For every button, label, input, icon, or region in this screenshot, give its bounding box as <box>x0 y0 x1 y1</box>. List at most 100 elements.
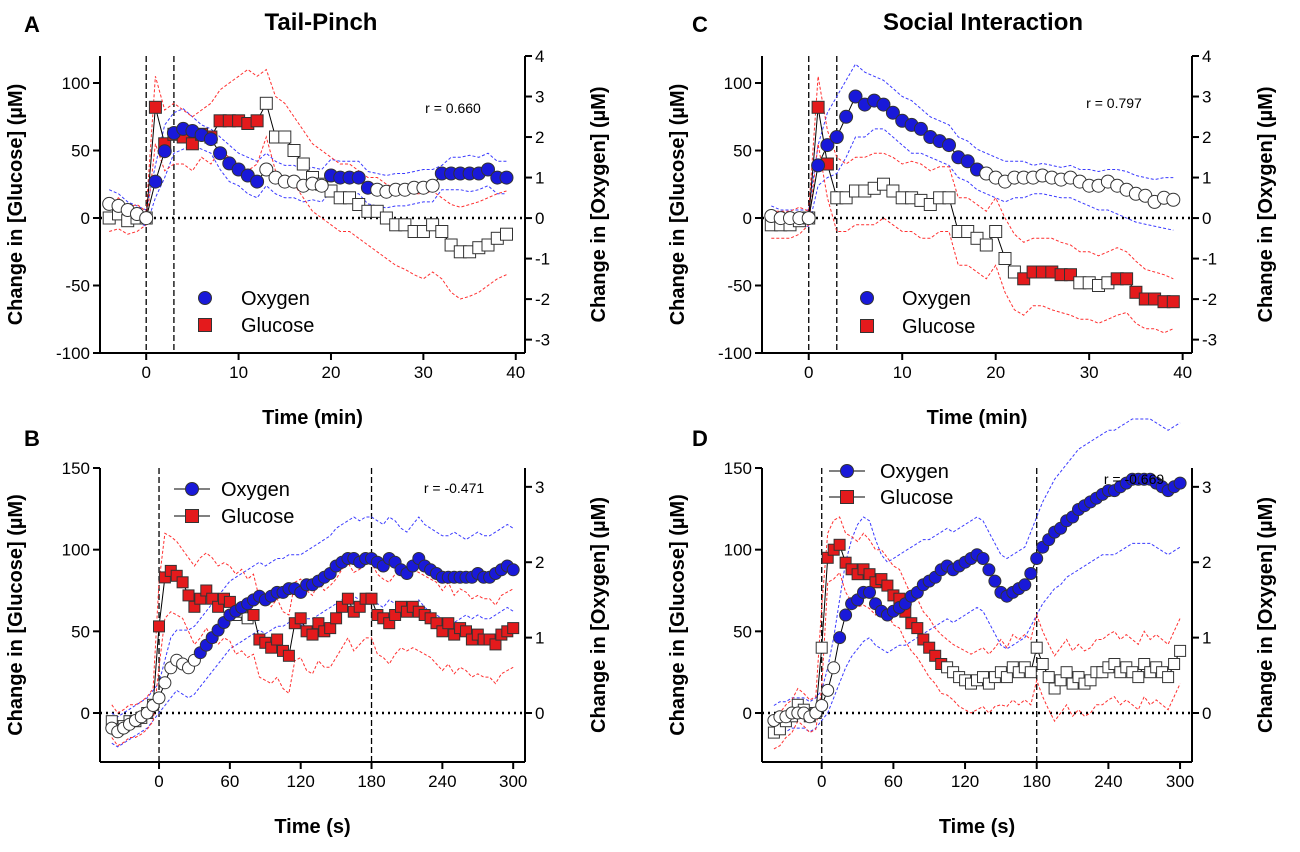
glucose-point <box>1120 272 1134 286</box>
glucose-point <box>1168 658 1181 670</box>
y-tick-label-right: -1 <box>1202 250 1217 269</box>
glucose-point <box>294 612 307 625</box>
glucose-point <box>250 114 264 128</box>
y-tick-label-right: 3 <box>535 478 544 497</box>
correlation-label: r = 0.660 <box>425 100 481 116</box>
glucose-point <box>1166 295 1180 309</box>
correlation-label: r = -0.471 <box>424 480 485 496</box>
y-tick-label-left: 50 <box>71 142 90 161</box>
oxygen-point <box>829 130 844 144</box>
legend-glucose-marker <box>840 490 854 504</box>
x-tick-label: 0 <box>141 363 150 382</box>
legend-glucose-label: Glucose <box>902 316 975 338</box>
x-tick-label: 20 <box>322 363 341 382</box>
legend-glucose-marker <box>860 319 874 333</box>
legend-oxygen-marker <box>198 291 212 305</box>
oxygen-point <box>827 661 841 675</box>
glucose-point <box>1030 641 1043 654</box>
glucose-sem-upper <box>111 532 514 714</box>
oxygen-point <box>351 170 366 185</box>
x-tick-label: 20 <box>986 363 1005 382</box>
y-tick-label-right: 4 <box>535 47 544 66</box>
oxygen-sem-upper <box>773 418 1181 706</box>
oxygen-sem-lower <box>771 128 1174 231</box>
oxygen-point <box>1024 567 1038 580</box>
oxygen-point <box>506 563 520 577</box>
glucose-point <box>282 649 295 662</box>
glucose-sem-upper <box>773 516 1181 717</box>
y-tick-label-right: 0 <box>1202 704 1211 723</box>
y-tick-label-left: 0 <box>743 704 752 723</box>
legend-oxygen-marker <box>860 291 874 305</box>
y-tick-label-left: -50 <box>727 277 752 296</box>
glucose-point <box>287 144 301 157</box>
glucose-point <box>306 628 319 641</box>
x-tick-label: 10 <box>229 363 248 382</box>
glucose-sem-upper <box>771 76 1174 280</box>
panel-title: Tail-Pinch <box>265 9 378 36</box>
oxygen-point <box>913 121 928 136</box>
legend: Oxygen Glucose <box>198 288 314 337</box>
oxygen-point <box>876 97 891 112</box>
oxygen-point <box>1173 476 1187 490</box>
x-tick-label: 180 <box>357 772 385 791</box>
y-axis-title-left: Change in [Glucose] (µM) <box>667 494 689 736</box>
glucose-point <box>942 191 956 205</box>
y-tick-label-right: 3 <box>535 88 544 107</box>
glucose-point <box>442 617 455 630</box>
y-axis-title-right: Change in [Oxygen] (µM) <box>588 497 610 733</box>
oxygen-sem-lower <box>773 542 1181 737</box>
glucose-point <box>153 620 165 633</box>
y-tick-label-right: -1 <box>535 250 550 269</box>
oxygen-point <box>1166 192 1181 207</box>
panel-a: A Tail-Pinch 0 10 20 30 40 -100 -50 0 50 100 -3 -2 -1 0… <box>5 9 610 429</box>
legend-glucose-marker <box>185 509 199 523</box>
y-tick-label-left: -100 <box>56 344 90 363</box>
oxygen-point <box>148 174 163 189</box>
oxygen-point <box>848 89 863 104</box>
oxygen-sem-lower <box>109 144 507 227</box>
y-tick-label-left: 100 <box>62 74 90 93</box>
y-tick-label-left: 100 <box>62 541 90 560</box>
oxygen-sem-upper <box>111 516 514 718</box>
glucose-point <box>176 576 189 589</box>
legend-glucose-label: Glucose <box>880 487 953 509</box>
legend-glucose-label: Glucose <box>221 506 294 528</box>
legend-oxygen-label: Oxygen <box>902 288 971 310</box>
x-axis-title: Time (min) <box>262 407 363 429</box>
panel-letter: D <box>692 426 708 451</box>
oxygen-point <box>139 211 154 226</box>
y-axis-title-left: Change in [Glucose] (µM) <box>667 84 689 326</box>
glucose-point <box>330 612 343 625</box>
glucose-point <box>833 538 846 551</box>
glucose-point <box>296 157 310 171</box>
oxygen-point <box>481 162 495 177</box>
glucose-sem-lower <box>109 135 507 300</box>
y-tick-label-right: 0 <box>1202 209 1211 228</box>
y-tick-label-left: 0 <box>743 209 752 228</box>
glucose-point <box>989 225 1003 238</box>
y-tick-label-left: 100 <box>724 74 752 93</box>
glucose-point <box>1174 644 1187 657</box>
panel-letter: B <box>24 426 40 451</box>
x-tick-label: 180 <box>1023 772 1051 791</box>
panel-title: Social Interaction <box>883 9 1083 36</box>
oxygen-point <box>259 162 274 177</box>
x-tick-label: 40 <box>506 363 525 382</box>
legend: Oxygen Glucose <box>829 461 953 509</box>
y-axis-title-right: Change in [Oxygen] (µM) <box>1255 497 1277 733</box>
glucose-point <box>1060 666 1073 679</box>
glucose-point <box>507 622 520 635</box>
glucose-point <box>911 622 924 635</box>
y-tick-label-left: 150 <box>62 459 90 478</box>
y-tick-label-left: -50 <box>65 277 90 296</box>
x-tick-label: 0 <box>804 363 813 382</box>
glucose-point <box>365 592 378 605</box>
y-tick-label-right: -2 <box>535 290 550 309</box>
oxygen-point <box>314 178 329 193</box>
oxygen-point <box>158 676 172 690</box>
oxygen-point <box>839 109 854 124</box>
x-tick-label: 120 <box>287 772 315 791</box>
